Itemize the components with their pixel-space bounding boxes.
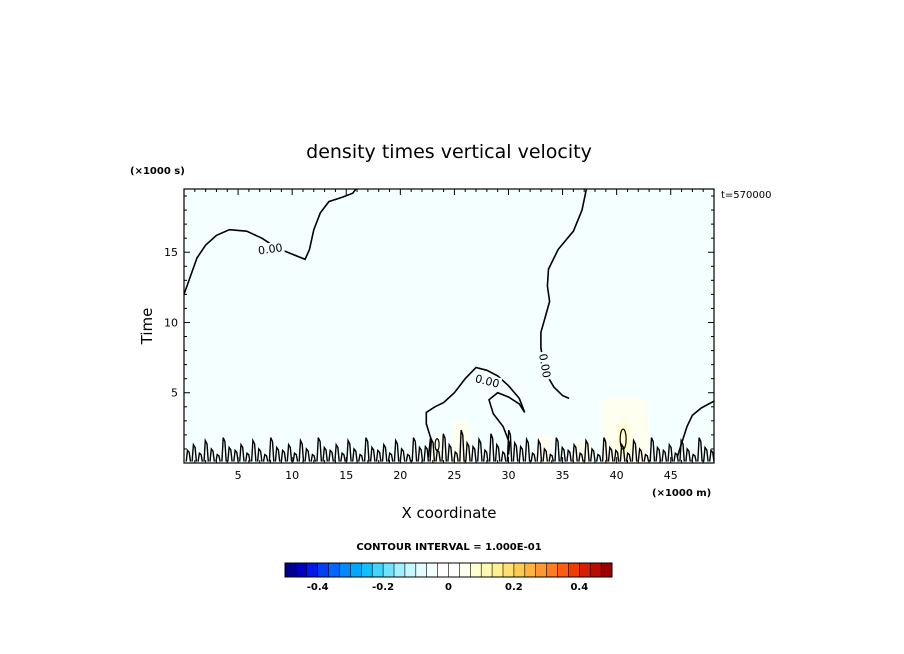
zero-contours xyxy=(183,188,715,462)
colorbar-swatch xyxy=(317,563,329,577)
x-axis-label: X coordinate xyxy=(401,504,496,522)
plot-area: 0.00 0.00 0.00 xyxy=(183,188,715,464)
contour-label: 0.00 xyxy=(474,372,501,391)
colorbar-swatch xyxy=(394,563,406,577)
colorbar-label: CONTOUR INTERVAL = 1.000E-01 xyxy=(356,542,541,553)
time-label: t=570000 xyxy=(721,190,771,201)
y-tick-label: 15 xyxy=(164,246,178,259)
colorbar-swatch xyxy=(437,563,449,577)
colorbar-swatch xyxy=(492,563,504,577)
colorbar-tick-label: -0.4 xyxy=(307,582,329,593)
contour-closed-small xyxy=(434,438,440,452)
colorbar-tick-label: 0 xyxy=(445,582,452,593)
colorbar-swatch xyxy=(306,563,318,577)
x-tick-label: 35 xyxy=(556,469,570,482)
x-tick-label: 15 xyxy=(339,469,353,482)
colorbar-swatch xyxy=(459,563,471,577)
colorbar-swatch xyxy=(579,563,591,577)
x-tick-labels: 5 10 15 20 25 30 35 40 45 xyxy=(235,469,678,482)
colorbar-swatch xyxy=(328,563,340,577)
y-axis-label: Time xyxy=(138,308,156,346)
x-unit-label: (×1000 m) xyxy=(652,488,711,499)
x-tick-label: 45 xyxy=(664,469,678,482)
contour-labels: 0.00 0.00 0.00 xyxy=(255,240,554,391)
colorbar-tick-label: -0.2 xyxy=(372,582,394,593)
chart-title: density times vertical velocity xyxy=(306,141,592,163)
colorbar-swatch xyxy=(481,563,493,577)
colorbar-swatch xyxy=(285,563,297,577)
colorbar-swatch xyxy=(426,563,438,577)
contour-upper-boundary xyxy=(183,188,357,295)
colorbar-swatch xyxy=(601,563,613,577)
colorbar-swatch xyxy=(350,563,362,577)
x-tick-label: 30 xyxy=(501,469,515,482)
colorbar-tick-labels: -0.4 -0.2 0 0.2 0.4 xyxy=(307,582,588,593)
colorbar-swatch xyxy=(546,563,558,577)
y-tick-label: 10 xyxy=(164,316,178,329)
plot-frame xyxy=(183,188,715,464)
colorbar-tick-label: 0.2 xyxy=(505,582,523,593)
colorbar-swatch xyxy=(568,563,580,577)
colorbar-swatch xyxy=(535,563,547,577)
colorbar-swatch xyxy=(404,563,417,577)
colorbar-swatch xyxy=(372,563,384,577)
colorbar-swatch xyxy=(524,563,536,577)
axis-ticks xyxy=(184,189,714,463)
x-tick-label: 10 xyxy=(285,469,299,482)
contour-right-boundary xyxy=(540,188,588,400)
colorbar-swatch xyxy=(383,563,395,577)
colorbar-swatch xyxy=(415,563,427,577)
contour-central-lobe xyxy=(425,366,526,458)
colorbar-tick-label: 0.4 xyxy=(570,582,588,593)
colorbar-swatch xyxy=(590,563,602,577)
y-unit-label: (×1000 s) xyxy=(130,166,185,177)
x-tick-label: 40 xyxy=(610,469,624,482)
colorbar-swatch xyxy=(557,563,569,577)
fill-region-5 xyxy=(616,423,630,455)
fill-region-3 xyxy=(573,440,591,463)
y-tick-label: 5 xyxy=(171,387,178,400)
colorbar-swatch xyxy=(295,563,308,577)
contour-label: 0.00 xyxy=(257,241,283,257)
colorbar-swatch xyxy=(470,563,482,577)
x-tick-label: 5 xyxy=(235,469,242,482)
colorbar-frame xyxy=(284,562,613,578)
colorbar-swatch xyxy=(513,563,526,577)
colorbar-swatch xyxy=(503,563,515,577)
x-tick-label: 25 xyxy=(447,469,461,482)
colorbar-swatch xyxy=(339,563,351,577)
contour-boundary-layer xyxy=(185,429,715,462)
colorbar-swatch xyxy=(448,563,460,577)
y-tick-labels: 5 10 15 xyxy=(164,246,178,400)
x-tick-label: 20 xyxy=(393,469,407,482)
contour-label: 0.00 xyxy=(536,353,553,379)
colorbar xyxy=(284,562,613,578)
colorbar-swatch xyxy=(361,563,373,577)
contour-closed-small xyxy=(619,428,627,450)
